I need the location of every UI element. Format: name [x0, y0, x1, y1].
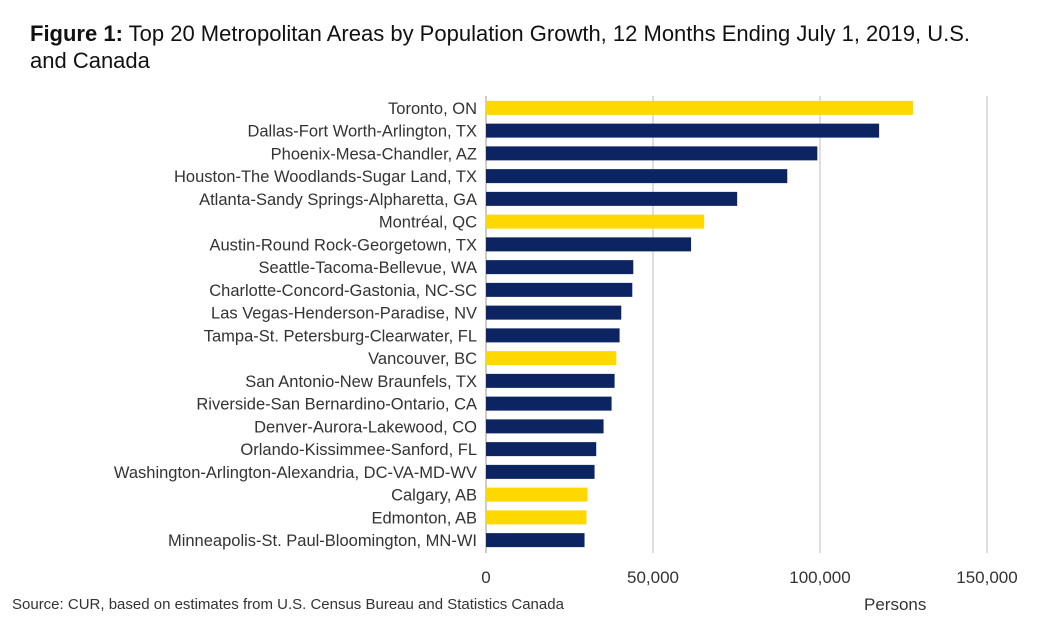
- category-label: Tampa-St. Petersburg-Clearwater, FL: [204, 327, 477, 345]
- category-label: Atlanta-Sandy Springs-Alpharetta, GA: [199, 191, 477, 209]
- x-tick-label: 0: [481, 568, 490, 587]
- title-text: Top 20 Metropolitan Areas by Population …: [30, 21, 971, 73]
- category-label: Denver-Aurora-Lakewood, CO: [254, 418, 477, 436]
- category-label: Orlando-Kissimmee-Sanford, FL: [240, 441, 477, 459]
- category-label: Edmonton, AB: [372, 509, 478, 527]
- category-label: Houston-The Woodlands-Sugar Land, TX: [174, 168, 477, 186]
- chart-title: Figure 1: Top 20 Metropolitan Areas by P…: [30, 20, 990, 74]
- x-axis-label: Persons: [864, 595, 927, 614]
- bar: [486, 191, 738, 206]
- category-label: Austin-Round Rock-Georgetown, TX: [210, 236, 478, 254]
- category-label: San Antonio-New Braunfels, TX: [245, 373, 477, 391]
- category-label: Charlotte-Concord-Gastonia, NC-SC: [209, 282, 477, 300]
- x-tick-label: 50,000: [627, 568, 679, 587]
- bar: [486, 510, 587, 525]
- bar: [486, 282, 633, 297]
- category-label: Riverside-San Bernardino-Ontario, CA: [196, 396, 477, 414]
- x-tick-label: 150,000: [956, 568, 1017, 587]
- bar: [486, 260, 634, 275]
- bar: [486, 419, 604, 434]
- category-label: Washington-Arlington-Alexandria, DC-VA-M…: [114, 464, 477, 482]
- bar: [486, 351, 617, 366]
- category-label: Calgary, AB: [391, 487, 477, 505]
- x-tick-label: 100,000: [789, 568, 850, 587]
- category-label: Seattle-Tacoma-Bellevue, WA: [258, 259, 477, 277]
- source-note: Source: CUR, based on estimates from U.S…: [12, 596, 564, 613]
- bar: [486, 442, 597, 457]
- category-label: Vancouver, BC: [368, 350, 477, 368]
- bar: [486, 533, 585, 548]
- category-label: Minneapolis-St. Paul-Bloomington, MN-WI: [168, 532, 477, 550]
- category-label: Toronto, ON: [388, 100, 477, 118]
- figure-label: Figure 1:: [30, 21, 123, 46]
- bar: [486, 100, 914, 115]
- bar: [486, 464, 595, 479]
- bar: [486, 396, 612, 411]
- bar: [486, 169, 788, 184]
- bar: [486, 328, 620, 343]
- bar: [486, 146, 818, 161]
- category-label: Phoenix-Mesa-Chandler, AZ: [271, 145, 477, 163]
- bar: [486, 373, 615, 388]
- bar: [486, 237, 692, 252]
- bar: [486, 305, 622, 320]
- category-label: Dallas-Fort Worth-Arlington, TX: [247, 123, 477, 141]
- category-label: Montréal, QC: [379, 214, 477, 232]
- bar: [486, 214, 705, 229]
- category-label: Las Vegas-Henderson-Paradise, NV: [211, 305, 477, 323]
- bar: [486, 123, 880, 138]
- bar: [486, 487, 588, 502]
